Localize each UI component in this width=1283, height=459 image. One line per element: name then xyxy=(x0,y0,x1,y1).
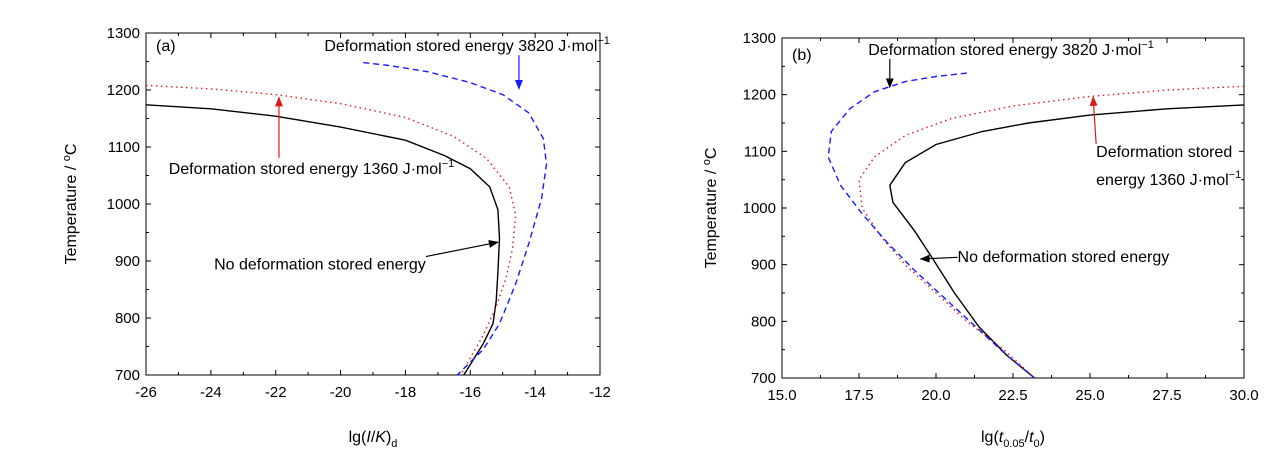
annotation-arrow xyxy=(425,240,499,258)
y-tick-label: 1300 xyxy=(743,30,776,47)
y-tick-label: 1200 xyxy=(107,82,140,99)
y-tick-label: 1100 xyxy=(108,139,140,156)
annotation-text: Deformation stored energy 1360 J·mol−1 xyxy=(169,158,455,178)
x-tick-label: -18 xyxy=(395,384,417,401)
y-tick-label: 900 xyxy=(115,253,140,270)
annotation-text: Deformation stored energy 1360 J·mol−1 xyxy=(1096,144,1241,189)
series-line-1360 xyxy=(145,84,517,376)
panel-label: (a) xyxy=(156,38,176,55)
x-tick-label: 30.0 xyxy=(1229,387,1258,404)
annotation-arrow xyxy=(1089,95,1098,145)
annotation-arrow xyxy=(919,254,958,263)
series-line-no-deformation xyxy=(889,104,1245,379)
y-tick-label: 1000 xyxy=(743,200,776,217)
panel-b: 15.0 17.5 20.0 22.5 25.0 27.5 30.0 700 800 900 100… xyxy=(701,30,1259,450)
annotation-text: Deformation stored energy 3820 J·mol−1 xyxy=(324,35,610,55)
plot-frame xyxy=(781,37,1245,379)
y-tick-label: 800 xyxy=(751,313,776,330)
plot-frame xyxy=(145,32,601,376)
x-tick-label: 17.5 xyxy=(844,387,873,404)
y-tick-label: 700 xyxy=(751,370,776,387)
x-tick-label: 20.0 xyxy=(921,387,950,404)
y-axis-label: Temperature / oC xyxy=(701,148,720,269)
y-tick-label: 1300 xyxy=(107,25,140,42)
series-line-1360 xyxy=(858,85,1245,379)
x-tick-label: -20 xyxy=(330,384,352,401)
panel-a: -26 -24 -22 -20 -18 -16 -14 -12 700 800 900 1000 110… xyxy=(61,25,611,450)
x-tick-label: -14 xyxy=(524,384,546,401)
x-tick-label: -12 xyxy=(589,384,611,401)
annotation-text: Deformation stored energy 3820 J·mol−1 xyxy=(868,39,1154,59)
x-tick-label: 27.5 xyxy=(1152,387,1181,404)
annotation-text: No deformation stored energy xyxy=(958,249,1170,266)
x-axis-label: lg(t0.05/t0) xyxy=(981,429,1045,450)
y-tick-label: 1200 xyxy=(743,87,776,104)
y-axis-label: Temperature / oC xyxy=(61,144,80,265)
x-tick-label: -22 xyxy=(265,384,287,401)
x-tick-label: 22.5 xyxy=(998,387,1027,404)
y-tick-label: 1100 xyxy=(744,143,776,160)
series-line-3820 xyxy=(827,72,1036,379)
panel-label: (b) xyxy=(792,47,812,64)
x-tick-label: 15.0 xyxy=(767,387,796,404)
series-line-no-deformation xyxy=(145,104,501,376)
x-tick-label: -26 xyxy=(135,384,157,401)
x-axis-label: lg(I/K)d xyxy=(349,429,398,450)
x-tick-label: -16 xyxy=(459,384,481,401)
x-tick-label: -24 xyxy=(200,384,222,401)
y-tick-label: 1000 xyxy=(107,196,140,213)
series-line-3820 xyxy=(363,61,548,376)
y-tick-label: 700 xyxy=(115,367,140,384)
y-tick-label: 900 xyxy=(751,257,776,274)
x-tick-label: 25.0 xyxy=(1075,387,1104,404)
annotation-text: No deformation stored energy xyxy=(214,257,426,274)
y-tick-label: 800 xyxy=(115,310,140,327)
